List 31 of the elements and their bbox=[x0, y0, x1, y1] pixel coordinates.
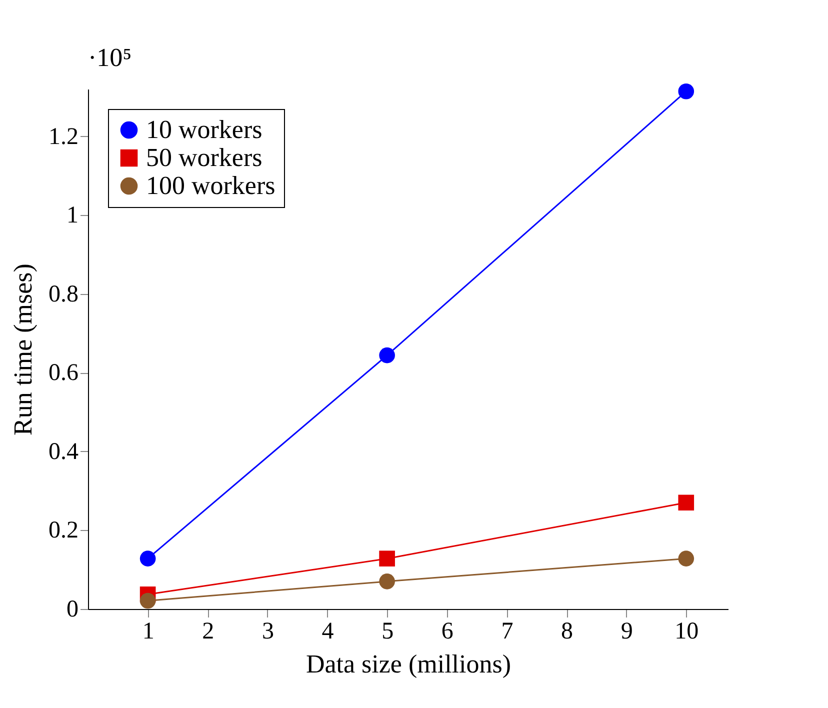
y-axis-title: Run time (mses) bbox=[8, 264, 38, 436]
y-tick-label: 0.4 bbox=[48, 438, 78, 465]
x-tick-label: 10 bbox=[674, 618, 699, 644]
y-tick-label: 0.8 bbox=[48, 281, 78, 308]
legend-label: 50 workers bbox=[146, 143, 262, 172]
x-tick-label: 1 bbox=[142, 618, 154, 644]
y-tick-label: 0.2 bbox=[48, 518, 78, 544]
y-tick-label: 1 bbox=[66, 202, 78, 229]
legend-label: 100 workers bbox=[146, 171, 276, 200]
x-tick-label: 9 bbox=[620, 618, 633, 644]
legend-label: 10 workers bbox=[146, 115, 262, 144]
point bbox=[140, 550, 156, 566]
x-tick-label: 4 bbox=[322, 618, 334, 644]
point bbox=[379, 347, 395, 364]
y-tick-label: 0 bbox=[66, 596, 78, 622]
x-tick-label: 3 bbox=[262, 618, 274, 644]
x-tick-label: 6 bbox=[441, 618, 454, 644]
x-tick-label: 5 bbox=[382, 618, 394, 644]
point bbox=[379, 574, 395, 590]
y-tick-label: 1.2 bbox=[48, 124, 78, 150]
x-tick-label: 7 bbox=[501, 618, 514, 644]
x-axis-title: Data size (millions) bbox=[306, 650, 512, 678]
point bbox=[379, 550, 395, 566]
text: ·10⁵ bbox=[88, 43, 132, 72]
point bbox=[678, 550, 694, 566]
point bbox=[140, 592, 156, 609]
x-tick-label: 2 bbox=[202, 618, 214, 644]
x-tick-label: 8 bbox=[561, 618, 574, 644]
point bbox=[678, 494, 694, 511]
y-tick-label: 0.6 bbox=[48, 360, 78, 386]
point bbox=[678, 83, 694, 100]
